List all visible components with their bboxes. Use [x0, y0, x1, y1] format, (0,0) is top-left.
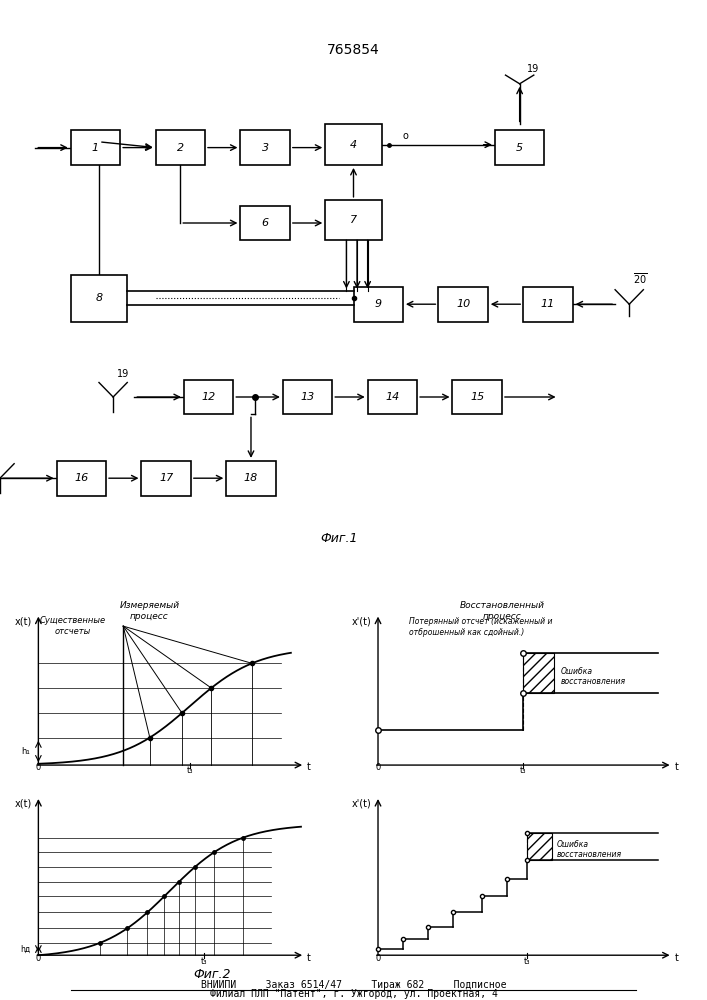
Bar — [325, 124, 382, 165]
Text: 15: 15 — [470, 392, 484, 402]
Text: Ошибка
восстановления: Ошибка восстановления — [556, 840, 621, 859]
Text: h₁: h₁ — [21, 747, 30, 756]
Bar — [354, 287, 403, 322]
Text: 0: 0 — [36, 954, 41, 963]
Text: ВНИИПИ     Заказ 6514/47     Тираж 682     Подписное: ВНИИПИ Заказ 6514/47 Тираж 682 Подписное — [201, 980, 506, 990]
Text: t₃: t₃ — [524, 957, 530, 966]
Text: 3: 3 — [262, 143, 269, 153]
Text: 4: 4 — [350, 140, 357, 150]
Bar — [71, 275, 127, 322]
Text: Восстановленный
процесс: Восстановленный процесс — [460, 601, 545, 621]
Text: x(t): x(t) — [15, 799, 33, 809]
Bar — [156, 130, 205, 165]
Bar — [71, 130, 120, 165]
Text: 14: 14 — [385, 392, 399, 402]
Text: x'(t): x'(t) — [352, 799, 372, 809]
Text: t: t — [674, 953, 679, 963]
Text: 0: 0 — [36, 763, 41, 772]
Text: 16: 16 — [74, 473, 88, 483]
Text: t₃: t₃ — [201, 957, 207, 966]
Text: hд: hд — [21, 945, 30, 954]
Text: Филиал ПЛП "Патент", г. Ужгород, ул. Проектная, 4: Филиал ПЛП "Патент", г. Ужгород, ул. Про… — [209, 989, 498, 999]
Text: 10: 10 — [456, 299, 470, 309]
Bar — [184, 380, 233, 414]
Text: 7: 7 — [350, 215, 357, 225]
Text: 6: 6 — [262, 218, 269, 228]
Text: 11: 11 — [541, 299, 555, 309]
Text: 765854: 765854 — [327, 43, 380, 57]
Text: 5: 5 — [516, 143, 523, 153]
Text: t₃: t₃ — [187, 766, 193, 775]
Bar — [226, 461, 276, 496]
Text: Фиг.2: Фиг.2 — [193, 968, 231, 981]
Bar — [527, 833, 552, 860]
Bar — [325, 200, 382, 240]
Text: 1: 1 — [92, 143, 99, 153]
Text: 19: 19 — [527, 64, 539, 74]
Text: t₃: t₃ — [520, 766, 527, 775]
Text: 13: 13 — [300, 392, 315, 402]
Text: 18: 18 — [244, 473, 258, 483]
Text: t: t — [307, 953, 311, 963]
Text: x(t): x(t) — [15, 616, 33, 626]
Text: 9: 9 — [375, 299, 382, 309]
Bar — [283, 380, 332, 414]
Text: Фиг.1: Фиг.1 — [320, 532, 358, 545]
Text: 0: 0 — [375, 954, 380, 963]
Bar — [240, 206, 290, 240]
Bar — [523, 287, 573, 322]
Text: t: t — [674, 762, 679, 772]
Text: $\overline{20}$: $\overline{20}$ — [633, 271, 647, 286]
Text: 12: 12 — [201, 392, 216, 402]
Bar — [141, 461, 191, 496]
Text: x'(t): x'(t) — [352, 616, 372, 626]
Text: 8: 8 — [95, 293, 103, 303]
Text: 2: 2 — [177, 143, 184, 153]
Text: t: t — [307, 762, 311, 772]
Text: Существенные
отсчеты: Существенные отсчеты — [40, 616, 106, 636]
Text: 17: 17 — [159, 473, 173, 483]
Bar — [57, 461, 106, 496]
Text: Ошибка
восстановления: Ошибка восстановления — [561, 667, 626, 686]
Text: о: о — [403, 131, 409, 141]
Bar — [495, 130, 544, 165]
Text: 19: 19 — [117, 369, 129, 379]
Text: 0: 0 — [375, 763, 380, 772]
Text: Потерянный отсчет (искаженный и
отброшенный как сдойный.): Потерянный отсчет (искаженный и отброшен… — [409, 617, 553, 637]
Bar — [438, 287, 488, 322]
Bar — [452, 380, 502, 414]
Bar — [240, 130, 290, 165]
Text: Измеряемый
процесс: Измеряемый процесс — [119, 601, 180, 621]
Bar — [368, 380, 417, 414]
Bar — [523, 653, 554, 693]
